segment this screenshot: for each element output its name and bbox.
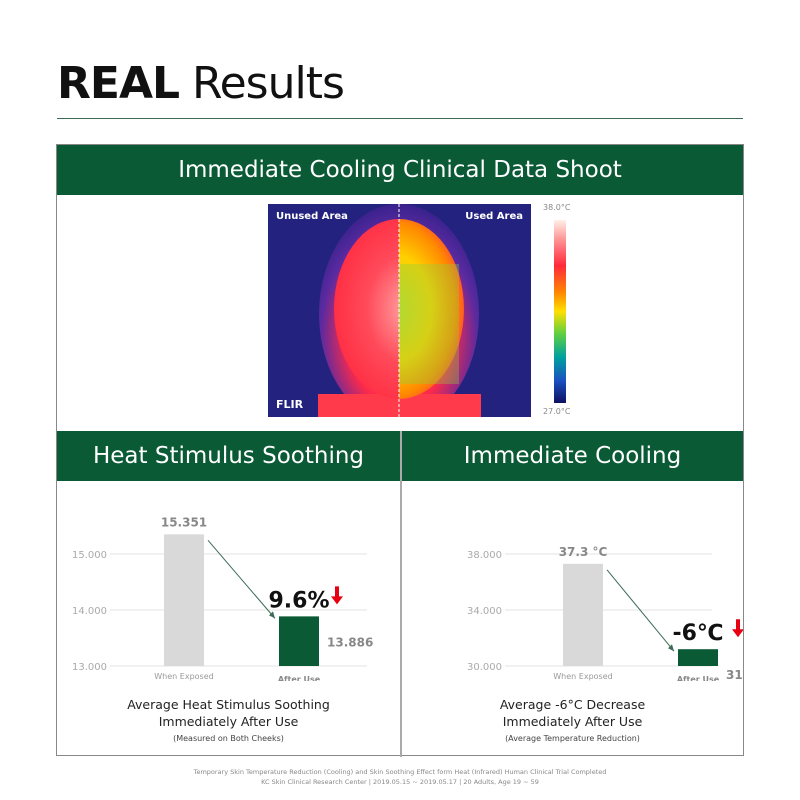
trend-arrow <box>606 569 675 652</box>
cooling-header: Immediate Cooling <box>402 431 743 481</box>
heat-soothing-chart: 13.000 14.000 15.000 15.351 13.886 When Expos… <box>72 515 373 681</box>
footer-note: Temporary Skin Temperature Reduction (Co… <box>0 767 800 787</box>
heat-soothing-caption: Average Heat Stimulus Soothing Immediate… <box>57 696 400 747</box>
down-arrow-icon <box>331 586 343 605</box>
unused-area-label: Unused Area <box>276 211 348 222</box>
value-label: 15.351 <box>161 515 207 529</box>
value-label: 13.886 <box>327 635 373 649</box>
divider <box>57 118 743 119</box>
y-tick-label: 13.000 <box>72 662 107 673</box>
caption-note: (Measured on Both Cheeks) <box>173 734 284 743</box>
heat-soothing-header: Heat Stimulus Soothing <box>57 431 400 481</box>
value-label: 31.2 °C <box>726 668 743 681</box>
footer-line: KC Skin Clinical Research Center | 2019.… <box>261 778 539 786</box>
y-tick-label: 14.000 <box>72 606 107 617</box>
caption-line: Immediately After Use <box>158 714 299 729</box>
thermal-image: Unused Area Used Area FLIR <box>268 204 531 417</box>
change-label: 9.6% <box>268 588 329 613</box>
arrow-head <box>269 611 275 619</box>
change-label: -6℃ <box>672 621 723 646</box>
title-bold: REAL <box>57 58 180 109</box>
y-tick-label: 34.000 <box>467 606 502 617</box>
bar <box>164 534 204 666</box>
trend-arrow <box>207 540 276 619</box>
flir-logo: FLIR <box>276 398 304 411</box>
results-panel: Immediate Cooling Clinical Data Shoot Un… <box>56 144 744 757</box>
caption-note: (Average Temperature Reduction) <box>505 734 640 743</box>
y-tick-label: 30.000 <box>467 662 502 673</box>
cooling-caption: Average -6°C Decrease Immediately After … <box>402 696 743 747</box>
x-tick-label: When Exposed <box>553 672 612 681</box>
caption-line: Average -6°C Decrease <box>499 697 646 712</box>
bar <box>279 616 319 666</box>
y-tick-label: 15.000 <box>72 550 107 561</box>
bar <box>678 649 718 666</box>
used-area-label: Used Area <box>465 211 523 222</box>
page-title: REAL Results <box>57 58 345 109</box>
x-tick-label: When Exposed <box>154 672 213 681</box>
scale-max: 38.0°C <box>543 203 571 212</box>
temperature-scale <box>554 220 566 403</box>
arrow-head <box>668 644 674 652</box>
divider <box>400 431 402 757</box>
x-tick-label: After Use <box>677 675 720 681</box>
caption-line: Immediately After Use <box>502 714 643 729</box>
thermal-header: Immediate Cooling Clinical Data Shoot <box>57 145 743 195</box>
cooling-chart: 30.000 34.000 38.000 37.3 °C 31.2 °C When Exp… <box>467 545 743 681</box>
caption-line: Average Heat Stimulus Soothing <box>127 697 330 712</box>
title-rest: Results <box>179 58 345 109</box>
footer-line: Temporary Skin Temperature Reduction (Co… <box>193 768 607 776</box>
value-label: 37.3 °C <box>559 545 608 559</box>
scale-min: 27.0°C <box>543 407 571 416</box>
down-arrow-icon <box>732 619 743 638</box>
y-tick-label: 38.000 <box>467 550 502 561</box>
bar <box>563 563 603 666</box>
x-tick-label: After Use <box>278 675 321 681</box>
